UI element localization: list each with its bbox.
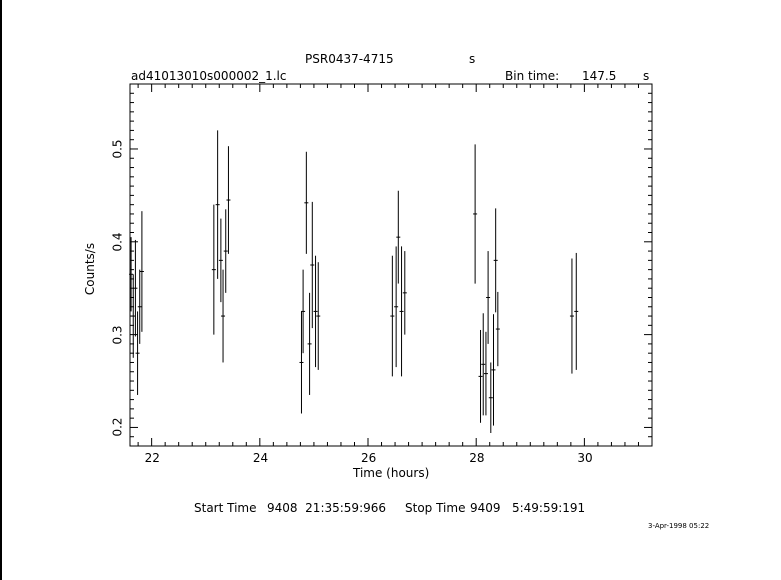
bin-time-label: Bin time: [505, 69, 560, 83]
data-point [473, 144, 478, 284]
data-point [488, 362, 493, 434]
data-point [221, 269, 226, 363]
stop-time-label: Stop Time [405, 501, 466, 515]
y-axis-ticks [130, 92, 652, 438]
data-point [299, 311, 304, 414]
data-point [402, 251, 407, 335]
start-time-label: Start Time [194, 501, 257, 515]
data-point [483, 331, 488, 416]
data-points [129, 130, 579, 434]
data-point [131, 274, 136, 358]
data-point [478, 329, 483, 423]
date-stamp: 3-Apr-1998 05:22 [648, 522, 710, 530]
start-time-value: 9408 21:35:59:966 [267, 501, 387, 515]
data-point [390, 255, 395, 377]
x-tick-label: 26 [361, 451, 377, 465]
data-point [304, 151, 309, 254]
data-point [137, 269, 142, 344]
window-left-border [0, 0, 2, 580]
data-point [316, 262, 321, 370]
data-point [218, 218, 223, 303]
data-point [493, 208, 498, 313]
data-point [226, 146, 231, 254]
y-axis-label: Counts/s [83, 242, 98, 296]
x-axis-label: Time (hours) [353, 466, 430, 480]
data-point [133, 239, 138, 337]
data-point [129, 237, 134, 312]
y-tick-label: 0.5 [110, 139, 125, 159]
source-name: PSR0437-4715 [305, 52, 394, 66]
mode-label: s [469, 52, 476, 66]
data-point [307, 292, 312, 395]
y-tick-label: 0.2 [110, 417, 125, 437]
x-tick-label: 24 [252, 451, 269, 465]
data-point [301, 269, 306, 354]
x-tick-label: 28 [469, 451, 485, 465]
data-point [396, 190, 401, 284]
data-point [569, 258, 574, 374]
bin-time-unit: s [643, 69, 650, 83]
filename-label: ad41013010s000002_1.lc [131, 69, 287, 83]
data-point [394, 246, 399, 368]
data-point [486, 251, 491, 344]
data-point [223, 209, 228, 293]
data-point [491, 314, 496, 426]
data-point [313, 255, 318, 368]
data-point [139, 211, 144, 332]
plot-frame [129, 83, 653, 447]
data-point [211, 204, 216, 335]
y-tick-label: 0.3 [110, 325, 125, 345]
data-point [399, 246, 404, 377]
data-point [310, 201, 315, 329]
x-tick-label: 22 [144, 451, 160, 465]
stop-time-value: 9409 5:49:59:191 [470, 501, 586, 515]
data-point [495, 291, 500, 367]
data-point [135, 311, 140, 395]
x-axis-ticks [137, 84, 653, 446]
data-point [574, 252, 579, 370]
y-tick-label: 0.4 [110, 232, 125, 252]
bin-time-value: 147.5 [582, 69, 617, 83]
x-tick-label: 30 [577, 451, 593, 465]
data-point [215, 130, 220, 279]
data-point [481, 313, 486, 416]
